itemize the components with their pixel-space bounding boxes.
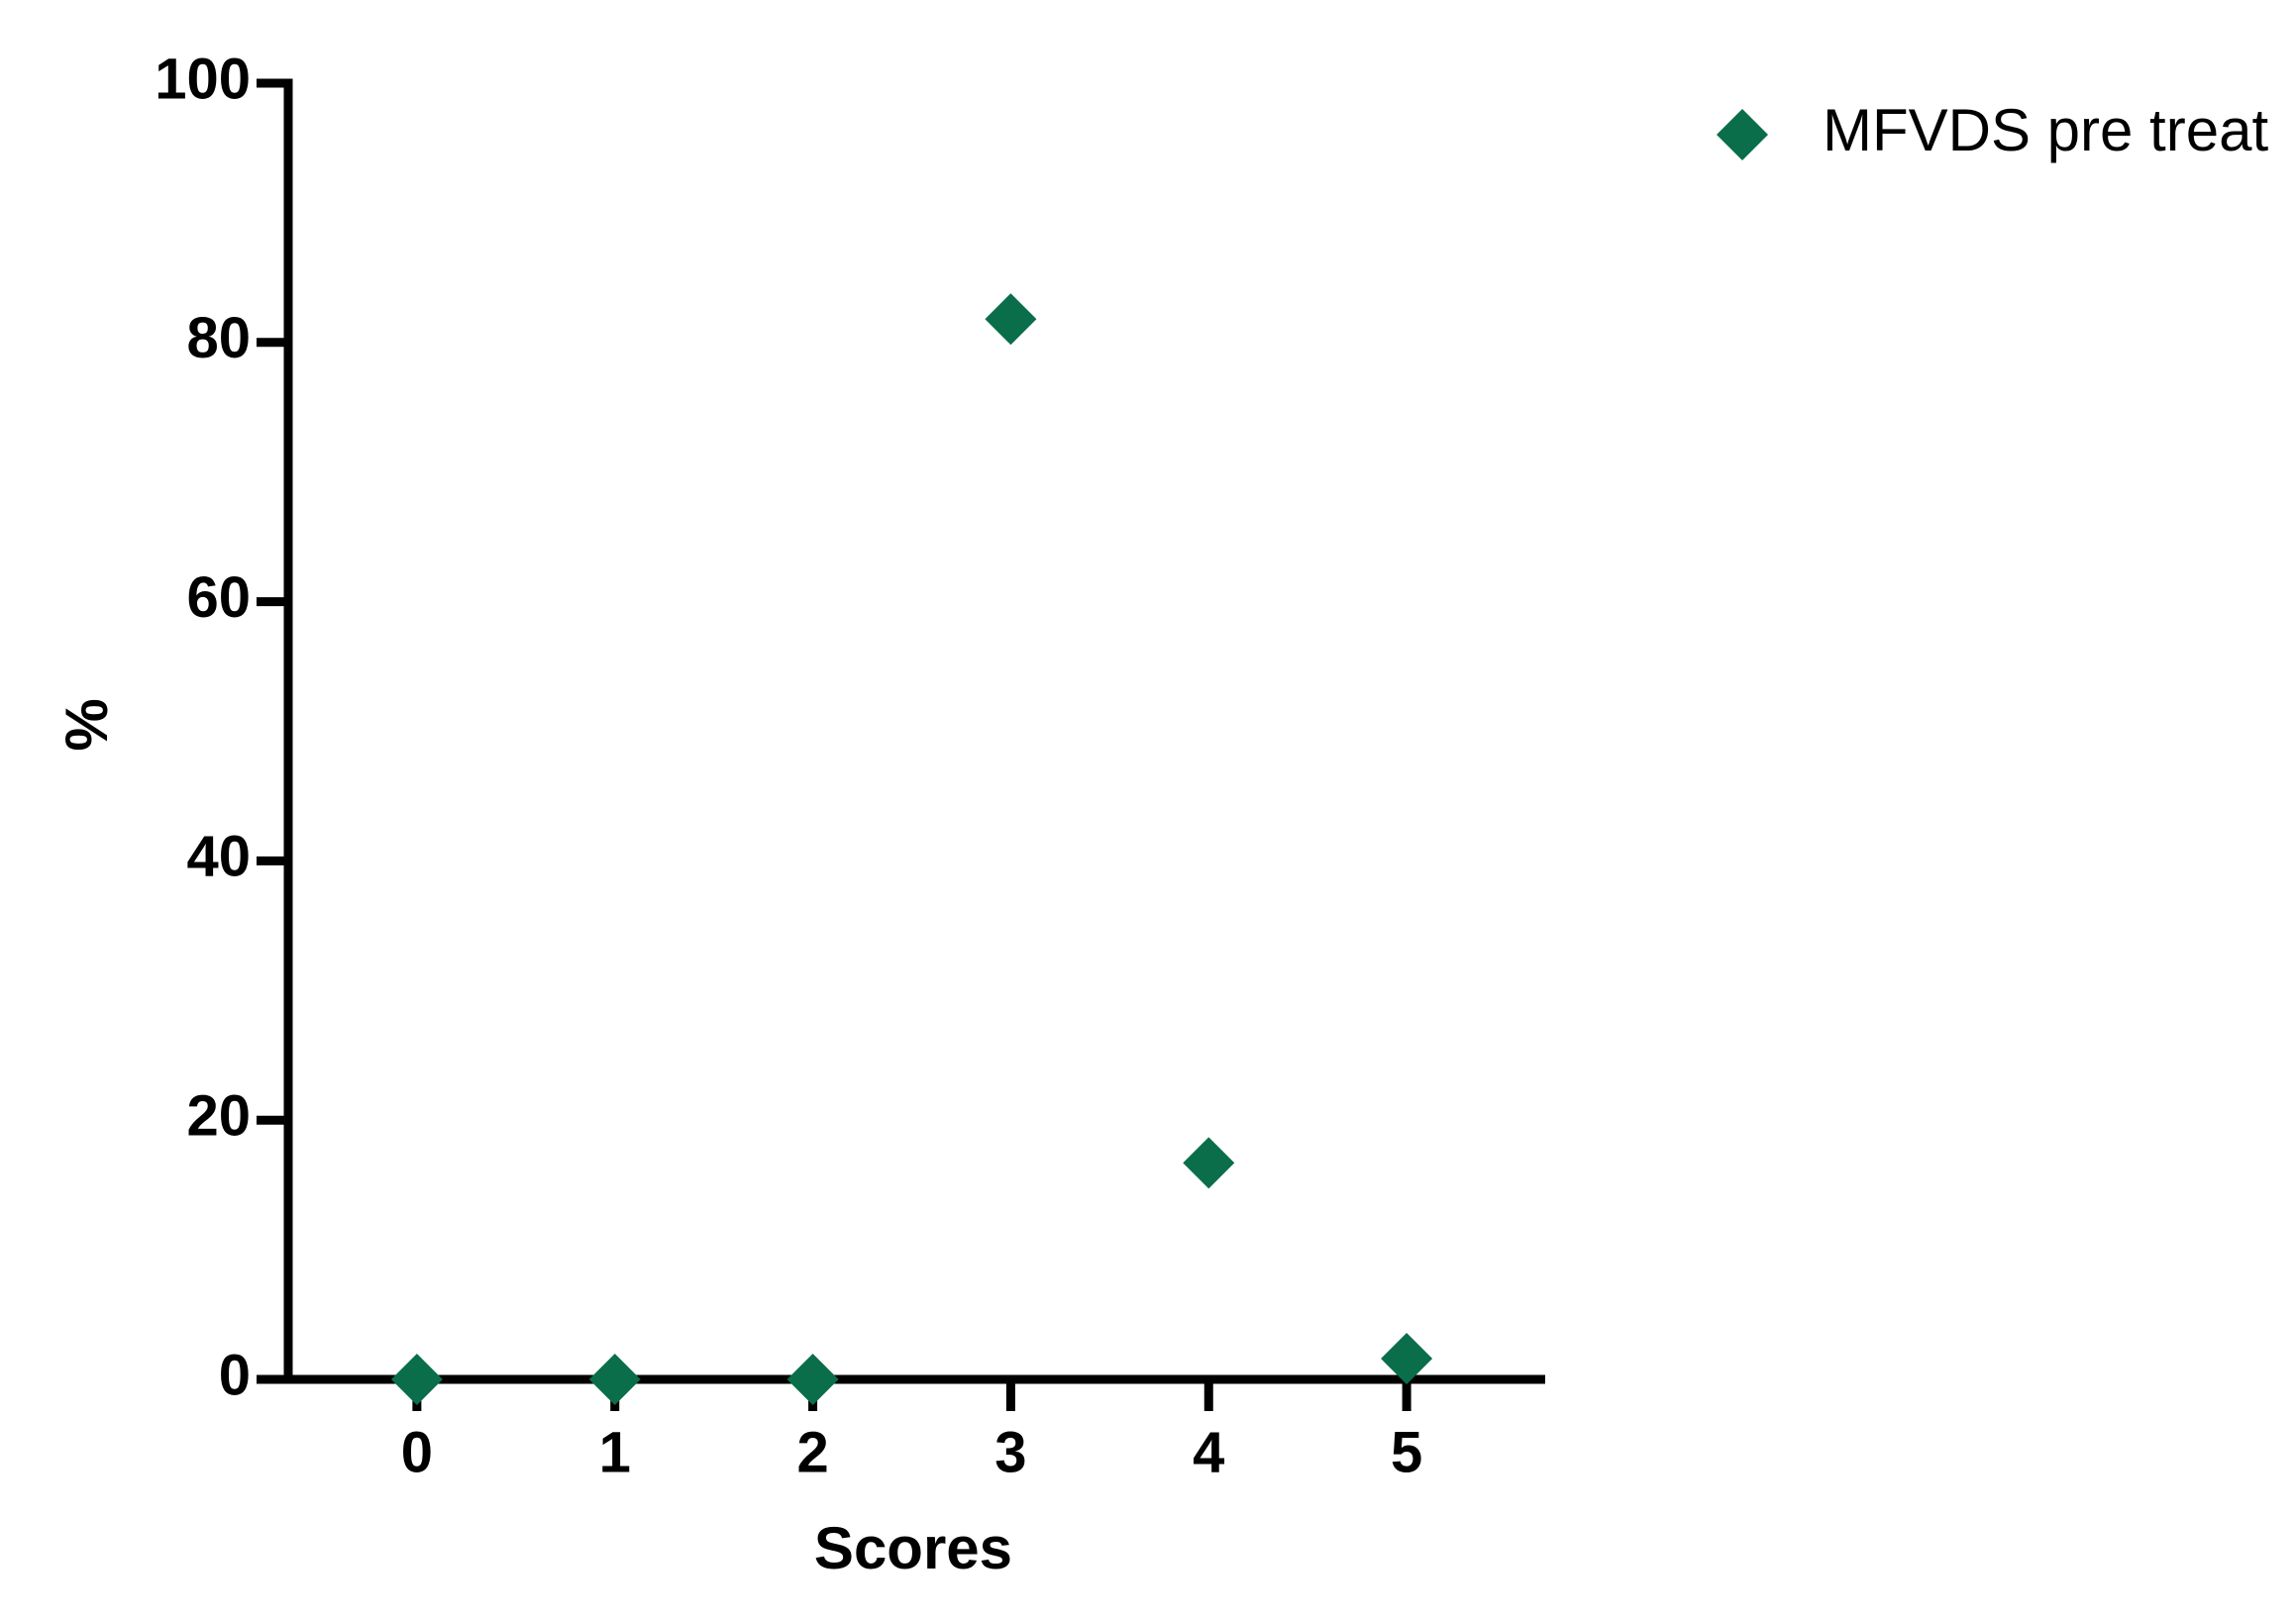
x-tick-label: 4 (1193, 1420, 1224, 1484)
point (1183, 1137, 1235, 1189)
x-tick-label: 3 (994, 1420, 1026, 1484)
y-tick-label: 80 (186, 306, 251, 370)
y-tick-label: 60 (186, 565, 251, 630)
y-tick-label: 20 (186, 1084, 251, 1149)
y-axis-title: % (53, 698, 120, 751)
point (985, 293, 1037, 346)
y-tick-label: 0 (219, 1343, 251, 1407)
x-tick-label: 1 (599, 1420, 631, 1484)
point (588, 1354, 641, 1405)
x-axis-title: Scores (814, 1515, 1012, 1581)
x-tick-label: 5 (1391, 1420, 1422, 1484)
legend-label: MFVDS pre treat (1823, 97, 2268, 163)
point (786, 1354, 839, 1405)
y-tick-label: 40 (186, 825, 251, 889)
x-tick-label: 0 (401, 1420, 433, 1484)
point (1381, 1333, 1433, 1385)
y-tick-label: 100 (155, 47, 251, 111)
point (390, 1354, 443, 1405)
x-tick-label: 2 (796, 1420, 828, 1484)
legend-marker (1717, 109, 1768, 160)
